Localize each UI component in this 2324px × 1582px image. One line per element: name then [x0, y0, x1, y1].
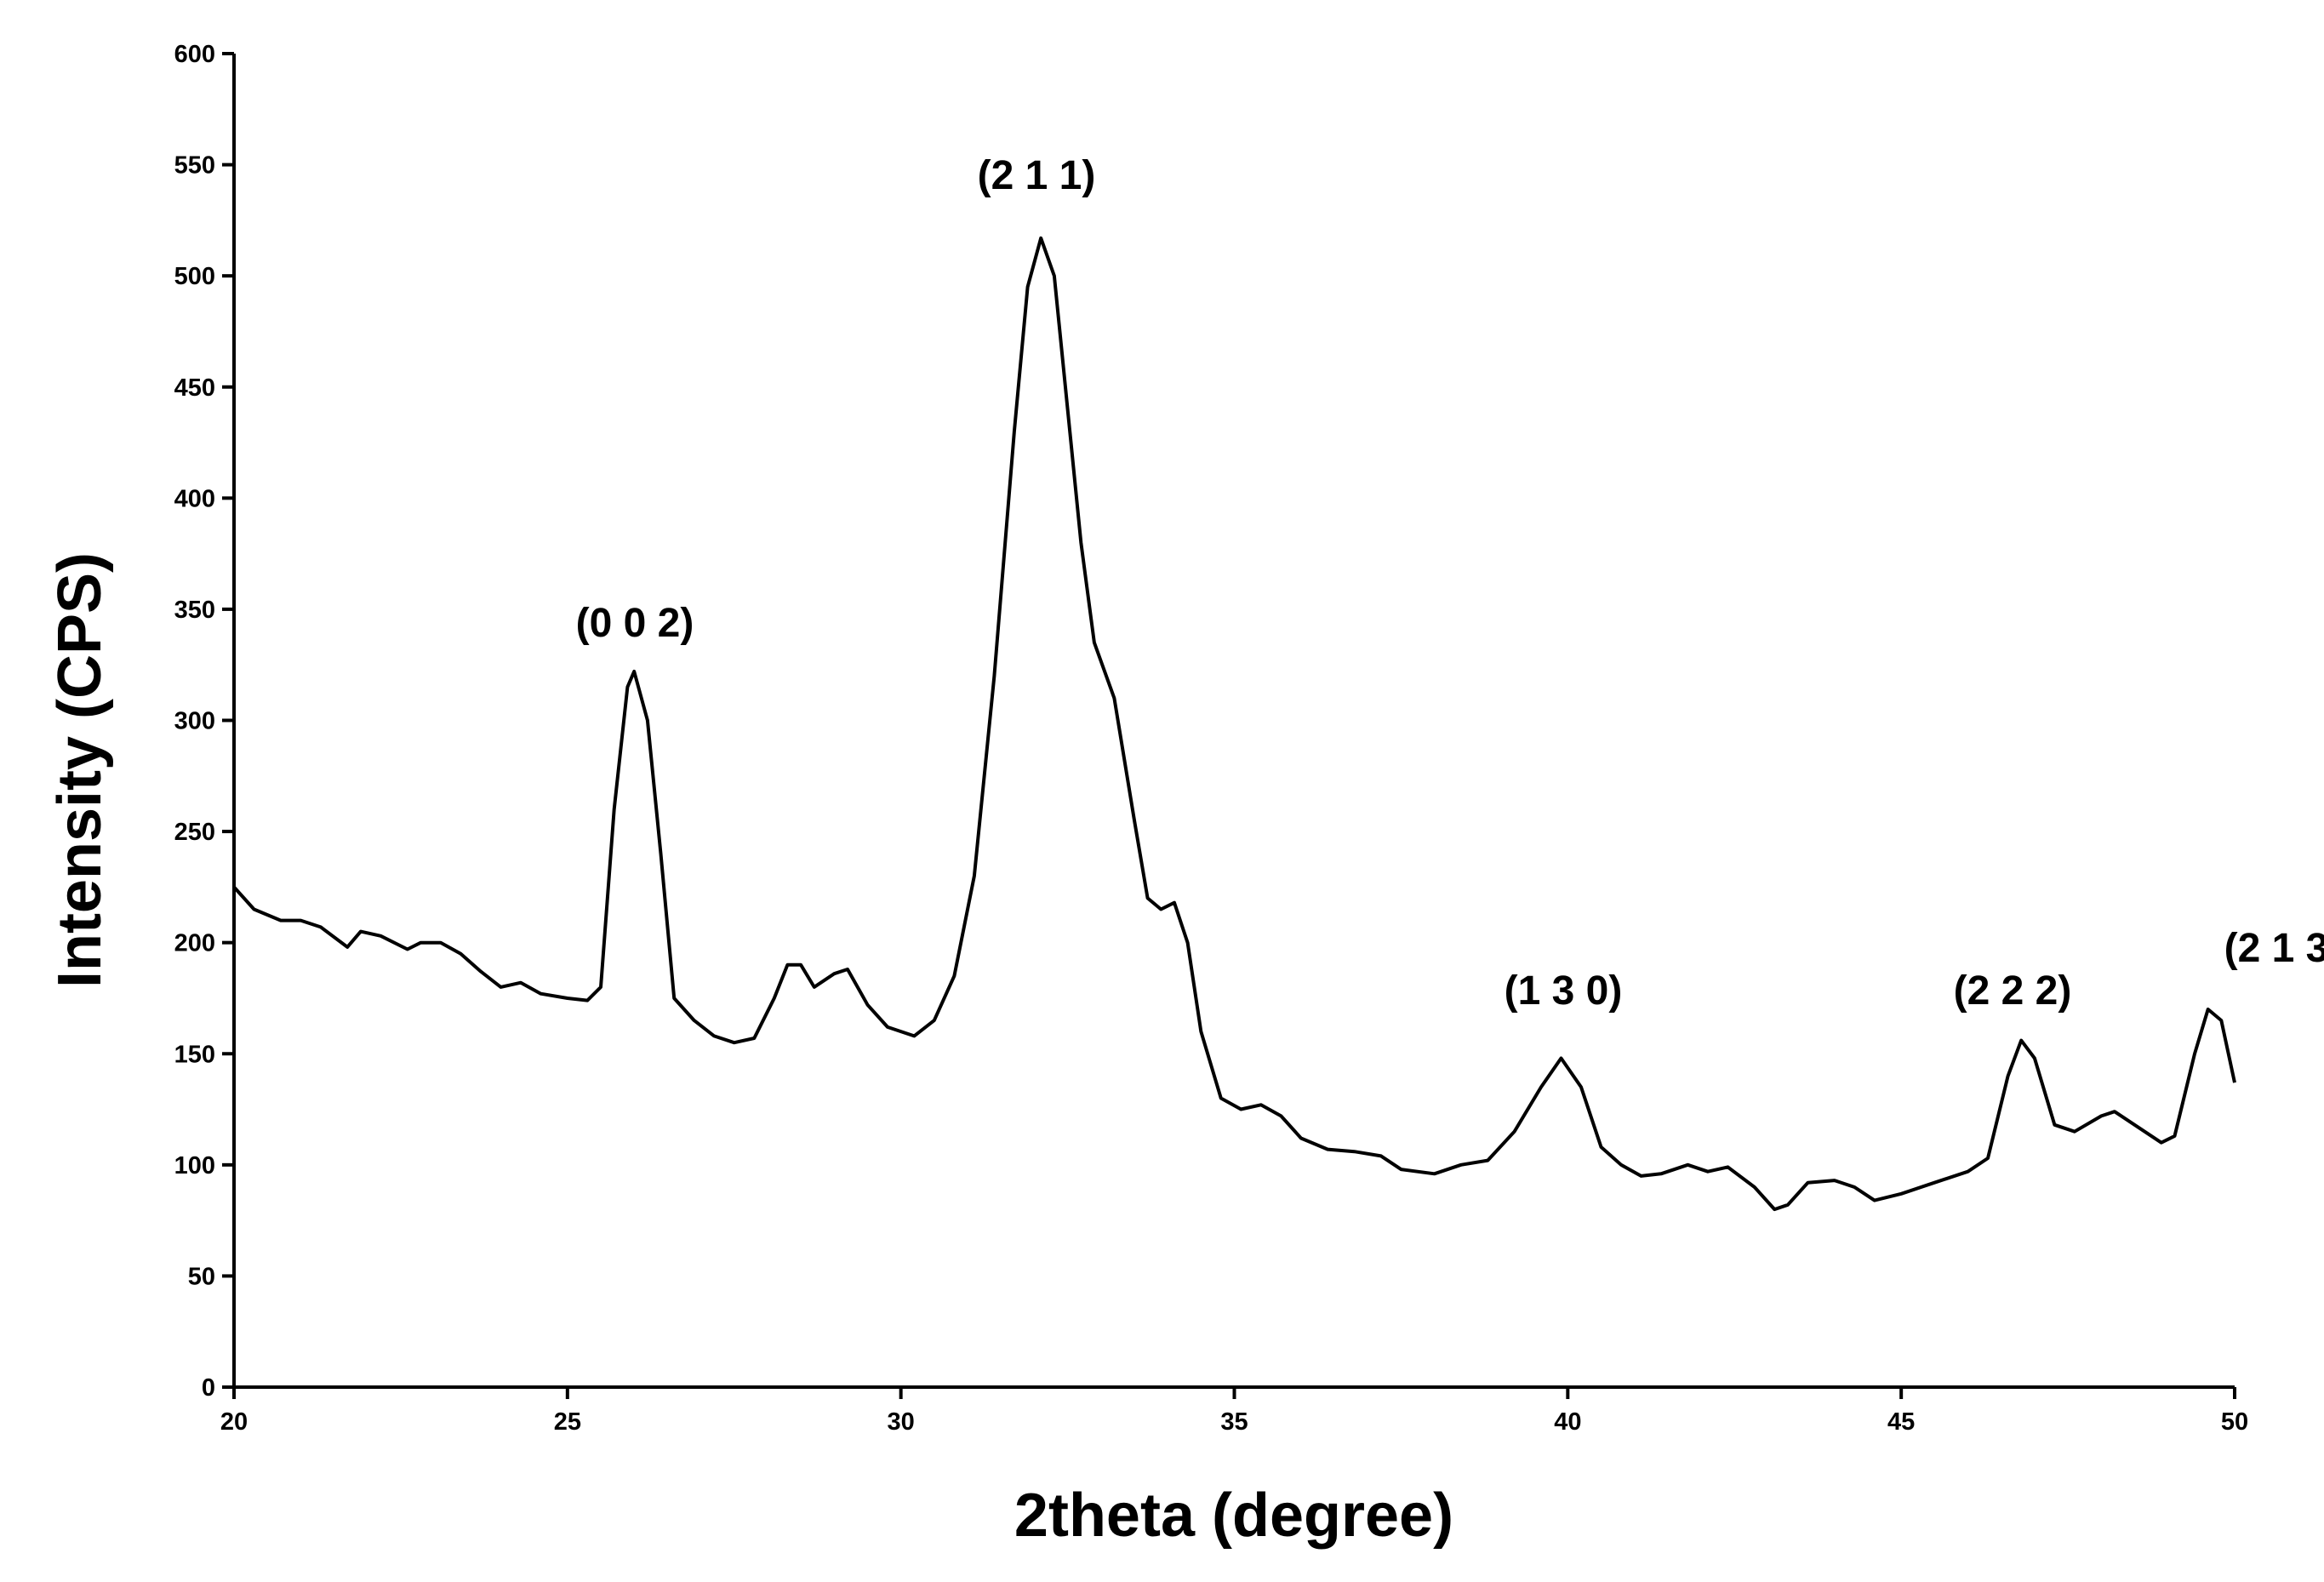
x-tick-label: 20: [220, 1408, 248, 1436]
y-tick-label: 350: [174, 597, 215, 624]
y-tick-label: 600: [174, 41, 215, 68]
y-tick-label: 0: [202, 1374, 215, 1402]
x-tick-label: 35: [1220, 1408, 1248, 1436]
x-tick-label: 50: [2221, 1408, 2248, 1436]
x-tick-label: 25: [554, 1408, 581, 1436]
y-tick-label: 400: [174, 485, 215, 512]
peak-label: (2 1 1): [978, 153, 1096, 198]
x-axis-title: 2theta (degree): [1014, 1482, 1453, 1550]
y-tick-label: 550: [174, 152, 215, 180]
y-tick-label: 250: [174, 819, 215, 846]
peak-label: (2 1 3): [2224, 926, 2324, 971]
y-axis-title: Intensity (CPS): [46, 552, 114, 988]
data-line: [232, 236, 2236, 1212]
x-tick-label: 45: [1887, 1408, 1915, 1436]
x-tick-label: 30: [888, 1408, 915, 1436]
y-tick-label: 300: [174, 708, 215, 735]
y-tick-label: 50: [188, 1263, 215, 1290]
y-tick-label: 150: [174, 1041, 215, 1068]
y-tick-label: 450: [174, 374, 215, 402]
y-tick-label: 500: [174, 263, 215, 290]
x-tick-label: 40: [1554, 1408, 1581, 1436]
peak-label: (1 3 0): [1505, 968, 1623, 1014]
peak-label: (0 0 2): [576, 601, 694, 646]
peak-label: (2 2 2): [1954, 968, 2072, 1014]
y-tick-label: 200: [174, 930, 215, 957]
y-tick-label: 100: [174, 1152, 215, 1179]
